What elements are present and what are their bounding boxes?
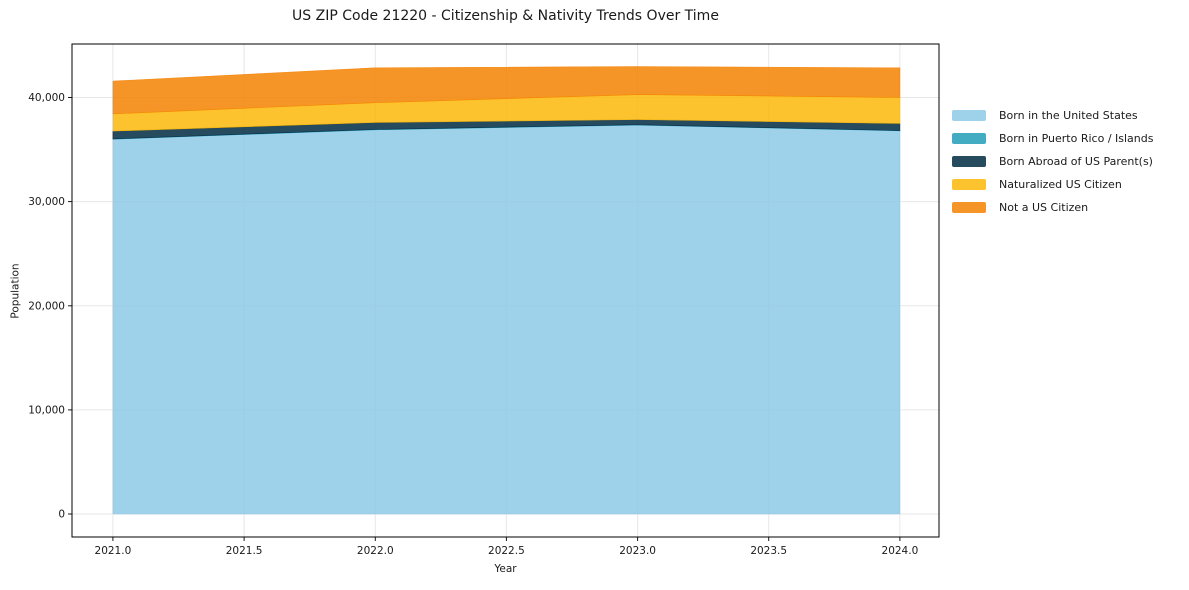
axis-ticks: 2021.0 2021.5 2022.0 2022.5 2023.0 2023.5 2024… — [28, 92, 918, 557]
legend-swatch — [952, 133, 986, 144]
x-tick-label: 2021.5 — [226, 545, 263, 557]
legend-label: Born in Puerto Rico / Islands — [999, 132, 1154, 145]
x-tick-label: 2022.5 — [488, 545, 525, 557]
legend-swatch — [952, 179, 986, 190]
x-tick-label: 2023.0 — [619, 545, 656, 557]
y-axis-label-wrap: Population — [6, 44, 26, 537]
legend-item: Not a US Citizen — [952, 196, 1153, 219]
legend-label: Born Abroad of US Parent(s) — [999, 155, 1153, 168]
area-born-in-the-united-states — [112, 124, 901, 515]
y-tick-label: 0 — [58, 509, 65, 521]
y-axis-label: Population — [10, 262, 23, 319]
legend-item: Born in the United States — [952, 104, 1153, 127]
y-tick-label: 20,000 — [28, 300, 65, 312]
legend-label: Naturalized US Citizen — [999, 178, 1122, 191]
legend-label: Born in the United States — [999, 109, 1138, 122]
legend-item: Born in Puerto Rico / Islands — [952, 127, 1153, 150]
y-tick-label: 30,000 — [28, 196, 65, 208]
x-tick-label: 2023.5 — [750, 545, 787, 557]
y-tick-label: 40,000 — [28, 92, 65, 104]
legend-swatch — [952, 202, 986, 213]
legend-item: Naturalized US Citizen — [952, 173, 1153, 196]
area-not-a-us-citizen — [112, 66, 901, 115]
legend-label: Not a US Citizen — [999, 201, 1089, 214]
x-axis-label: Year — [494, 563, 517, 575]
chart-title: US ZIP Code 21220 - Citizenship & Nativi… — [292, 8, 719, 24]
legend-item: Born Abroad of US Parent(s) — [952, 150, 1153, 173]
area-series — [112, 66, 901, 515]
legend-swatch — [952, 156, 986, 167]
legend: Born in the United States Born in Puerto … — [952, 104, 1153, 219]
plot-border — [71, 43, 940, 538]
x-tick-label: 2022.0 — [357, 545, 394, 557]
legend-swatch — [952, 110, 986, 121]
x-tick-label: 2021.0 — [95, 545, 132, 557]
x-tick-label: 2024.0 — [882, 545, 919, 557]
y-tick-label: 10,000 — [28, 404, 65, 416]
